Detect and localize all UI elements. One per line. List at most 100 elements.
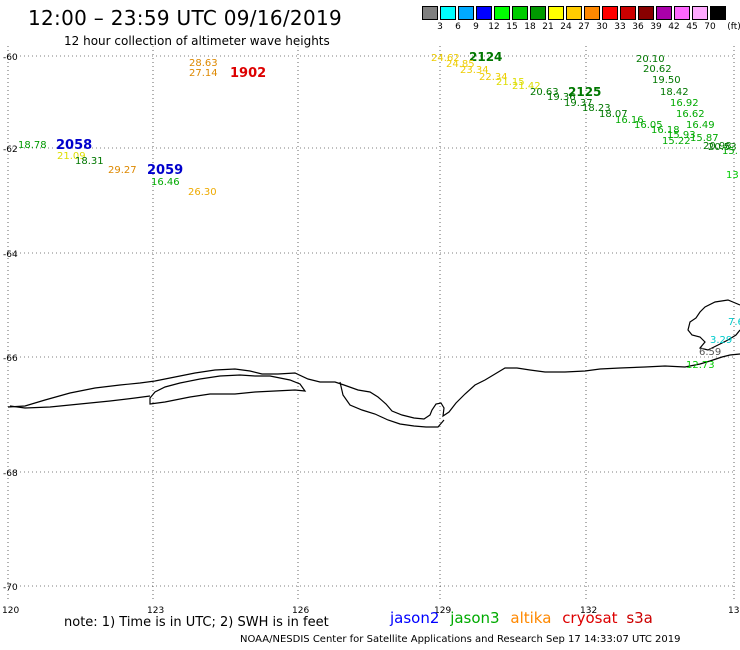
wave-height-value: 16.92 — [670, 98, 699, 109]
colorbar-swatch — [710, 6, 726, 20]
longitude-tick-label: 129 — [434, 606, 451, 616]
wave-height-value: 19.36 — [547, 92, 576, 103]
page-title: 12:00 – 23:59 UTC 09/16/2019 — [28, 6, 343, 30]
colorbar-swatch — [548, 6, 564, 20]
wave-height-value: 28.63 — [189, 58, 218, 69]
credit-line: NOAA/NESDIS Center for Satellite Applica… — [240, 634, 681, 645]
wave-height-value: 19.37 — [564, 98, 593, 109]
wave-height-value: 20.98 — [703, 141, 732, 152]
colorbar-label: 42 — [668, 22, 680, 32]
mission-s3a: s3a — [626, 609, 653, 627]
footer-note: note: 1) Time is in UTC; 2) SWH is in fe… — [64, 611, 329, 630]
colorbar-label: 45 — [686, 22, 698, 32]
wave-height-value: 20.62 — [643, 64, 672, 75]
colorbar-swatch — [584, 6, 600, 20]
coastline — [7, 299, 740, 428]
wave-height-value: 15.93 — [667, 130, 696, 141]
wave-height-value: 22.34 — [479, 72, 508, 83]
wave-height-value: 16.49 — [686, 120, 715, 131]
longitude-tick-label: 120 — [2, 606, 19, 616]
wave-height-value: 20.53 — [708, 142, 737, 153]
colorbar-label: 12 — [488, 22, 500, 32]
colorbar-swatch — [422, 6, 438, 20]
latitude-tick-label: -60 — [3, 53, 18, 63]
wave-height-value: 15.22 — [662, 136, 691, 147]
mission-legend: jason2 jason3 altika cryosat s3a — [390, 609, 653, 627]
longitude-tick-label: 123 — [147, 606, 164, 616]
longitude-tick-label: 132 — [580, 606, 597, 616]
colorbar-swatch — [476, 6, 492, 20]
colorbar-label: 21 — [542, 22, 554, 32]
colorbar-swatch — [440, 6, 456, 20]
colorbar-label: 18 — [524, 22, 536, 32]
wave-height-value: 27.14 — [189, 68, 218, 79]
longitude-tick-label: 126 — [292, 606, 309, 616]
pass-number-label: 2124 — [469, 50, 502, 64]
wave-height-value: 26.30 — [188, 187, 217, 198]
colorbar-label: 33 — [614, 22, 626, 32]
antarctic-coastline — [7, 353, 740, 420]
page-subtitle: 12 hour collection of altimeter wave hei… — [64, 34, 330, 48]
wave-height-value: 16.05 — [634, 120, 663, 131]
island-outline — [687, 299, 740, 351]
wave-height-value: 15.87 — [690, 133, 719, 144]
wave-height-value: 12.73 — [686, 360, 715, 371]
wave-height-value: 21.42 — [512, 81, 541, 92]
wave-height-value: 18.78 — [18, 140, 47, 151]
wave-height-value: 20.63 — [530, 87, 559, 98]
colorbar-swatch — [458, 6, 474, 20]
coastal-inlet — [9, 395, 151, 409]
wave-height-value: 16.62 — [676, 109, 705, 120]
colorbar-swatch — [692, 6, 708, 20]
ice-shelf-outline — [149, 374, 307, 405]
wave-height-value: 19.50 — [652, 75, 681, 86]
wave-height-value: 6.59 — [699, 347, 721, 358]
wave-height-value: 16.18 — [651, 125, 680, 136]
colorbar-label: 9 — [473, 22, 479, 32]
wave-height-value: 21.15 — [496, 77, 525, 88]
colorbar-label: 15 — [506, 22, 518, 32]
pass-number-label: 2058 — [56, 138, 92, 153]
colorbar-unit: (ft) — [727, 22, 740, 32]
colorbar-swatch — [512, 6, 528, 20]
pass-number-label: 1902 — [230, 66, 266, 81]
wave-height-value: 24.62 — [431, 53, 460, 64]
graticule — [7, 46, 736, 602]
colorbar-label: 36 — [632, 22, 644, 32]
mission-jason2: jason2 — [390, 609, 440, 627]
colorbar-label: 27 — [578, 22, 590, 32]
note-text: note: 1) Time is in UTC; 2) SWH is in fe… — [64, 615, 329, 630]
colorbar-swatch — [530, 6, 546, 20]
longitude-tick-label: 135 — [728, 606, 740, 616]
wave-height-value: 16.46 — [151, 177, 180, 188]
wave-height-value: 16.16 — [615, 115, 644, 126]
pass-number-label: 2059 — [147, 163, 183, 178]
colorbar-label: 3 — [437, 22, 443, 32]
wave-height-value: 13 — [726, 170, 739, 181]
colorbar-swatch — [566, 6, 582, 20]
colorbar-swatch — [656, 6, 672, 20]
colorbar-swatch — [602, 6, 618, 20]
wave-height-value: 21.09 — [57, 151, 86, 162]
latitude-tick-label: -66 — [3, 354, 18, 364]
latitude-tick-label: -62 — [3, 145, 18, 155]
wave-height-value: 3.29 — [710, 335, 732, 346]
wave-height-value: 7.6 — [728, 317, 740, 328]
colorbar-swatch — [494, 6, 510, 20]
wave-height-value: 18.07 — [599, 109, 628, 120]
axis-labels: -60 -62 -64 -66 -68 -70 120 123 126 129 132 135 — [2, 53, 740, 616]
wave-height-value: 18.42 — [660, 87, 689, 98]
colorbar-swatch — [620, 6, 636, 20]
wave-height-value: 18.31 — [75, 156, 104, 167]
colorbar-label: 30 — [596, 22, 608, 32]
colorbar-label: 24 — [560, 22, 572, 32]
wave-height-value: 18.23 — [582, 103, 611, 114]
latitude-tick-label: -68 — [3, 469, 18, 479]
colorbar-label: 70 — [704, 22, 716, 32]
latitude-tick-label: -70 — [3, 583, 18, 593]
colorbar-swatch — [674, 6, 690, 20]
mission-jason3: jason3 — [450, 609, 500, 627]
wave-height-value: 29.27 — [108, 165, 137, 176]
